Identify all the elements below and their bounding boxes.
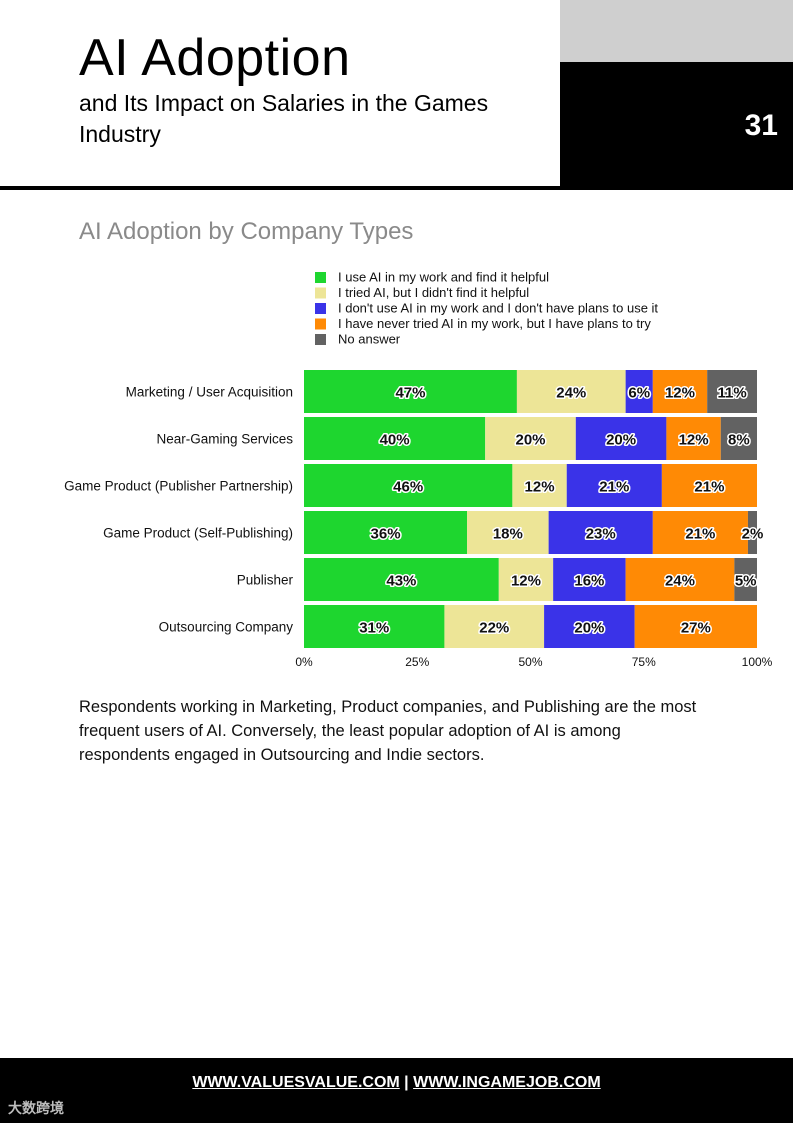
bar-value-label: 40% (380, 432, 410, 449)
watermark: 大数跨境 (8, 1100, 64, 1116)
x-tick-label: 100% (742, 655, 773, 669)
footer: WWW.VALUESVALUE.COM | WWW.INGAMEJOB.COM … (0, 1058, 793, 1123)
bar-segment (512, 464, 567, 507)
bar-segment (516, 370, 626, 413)
footer-link-valuesvalue[interactable]: WWW.VALUESVALUE.COM (192, 1074, 400, 1091)
bar-segment (625, 370, 653, 413)
bar-segment (485, 417, 576, 460)
footer-link-ingamejob[interactable]: WWW.INGAMEJOB.COM (413, 1074, 601, 1091)
legend-label: I use AI in my work and find it helpful (338, 270, 549, 285)
bar-segment (707, 370, 757, 413)
bar-segment (747, 511, 757, 554)
x-axis-ticks: 0% 25% 50% 75% 100% (295, 655, 772, 669)
footer-links: WWW.VALUESVALUE.COM | WWW.INGAMEJOB.COM (0, 1074, 793, 1092)
legend-label: I don't use AI in my work and I don't ha… (338, 301, 658, 316)
bar-value-label: 12% (679, 432, 709, 449)
category-label: Outsourcing Company (159, 620, 294, 635)
chart-section-title: AI Adoption by Company Types (79, 218, 414, 245)
x-tick-label: 50% (518, 655, 542, 669)
bar-value-label: 27% (681, 620, 711, 637)
bar-value-label: 8% (728, 432, 750, 449)
bar-value-label: 12% (511, 573, 541, 590)
bar-segment (544, 605, 635, 648)
bar-value-label: 21% (685, 526, 715, 543)
footer-separator: | (404, 1074, 409, 1091)
bar-segment (666, 417, 721, 460)
bar-value-label: 22% (479, 620, 509, 637)
bar-value-label: 43% (386, 573, 416, 590)
bar-segment (553, 558, 626, 601)
header-black-block (560, 62, 793, 190)
bar-segment (304, 558, 499, 601)
bar-value-label: 12% (665, 385, 695, 402)
legend-swatch (315, 334, 326, 345)
bar-segment (661, 464, 757, 507)
bar-value-label: 11% (717, 385, 746, 402)
legend-swatch (315, 303, 326, 314)
x-tick-label: 25% (405, 655, 429, 669)
category-label: Game Product (Self-Publishing) (103, 526, 293, 541)
category-label: Game Product (Publisher Partnership) (64, 479, 293, 494)
legend-swatch (315, 272, 326, 283)
bar-segment (652, 511, 748, 554)
bar-segment (734, 558, 757, 601)
bar-value-label: 36% (371, 526, 401, 543)
category-labels: Marketing / User Acquisition Near-Gaming … (64, 385, 293, 635)
bar-value-label: 16% (574, 573, 604, 590)
page-title: AI Adoption (79, 29, 351, 87)
bar-value-label: 5% (735, 573, 757, 590)
bar-segment (304, 511, 468, 554)
bar-value-label: 31% (359, 620, 389, 637)
bar-segment (634, 605, 757, 648)
bar-segment (498, 558, 554, 601)
header-divider (0, 186, 560, 190)
page-number: 31 (744, 109, 778, 142)
bar-value-label: 2% (742, 526, 764, 543)
bar-value-label: 21% (599, 479, 629, 496)
legend-label: I tried AI, but I didn't find it helpful (338, 285, 529, 300)
bar-segment (444, 605, 545, 648)
bar-value-label: 24% (665, 573, 695, 590)
legend-swatch (315, 318, 326, 330)
bar-segment (652, 370, 708, 413)
bar-value-label: 20% (574, 620, 604, 637)
bar-value-label: 6% (628, 385, 650, 402)
bar-segment (575, 417, 667, 460)
stacked-bar-chart: I use AI in my work and find it helpfulI… (64, 270, 773, 670)
bar-value-label: 46% (393, 479, 423, 496)
bar-segment (304, 417, 486, 460)
bar-value-label: 23% (586, 526, 616, 543)
x-tick-label: 0% (295, 655, 313, 669)
category-label: Marketing / User Acquisition (126, 385, 293, 400)
chart-legend: I use AI in my work and find it helpfulI… (315, 270, 658, 347)
legend-label: No answer (338, 332, 401, 347)
legend-swatch (315, 287, 326, 299)
bar-segment (566, 464, 662, 507)
bar-segment (467, 511, 549, 554)
chart-description: Respondents working in Marketing, Produc… (79, 698, 697, 764)
bar-segment (720, 417, 757, 460)
category-label: Publisher (237, 573, 294, 588)
bar-value-label: 47% (395, 385, 425, 402)
chart-bars: 47% 24% 6% 12% 11% 40% 20% 20% 12% 8% 46% 12% 21% 21%… (304, 370, 765, 648)
bar-value-label: 24% (556, 385, 586, 402)
bar-value-label: 12% (525, 479, 555, 496)
category-label: Near-Gaming Services (156, 432, 293, 447)
bar-value-label: 20% (606, 432, 636, 449)
bar-value-label: 18% (493, 526, 523, 543)
bar-segment (304, 370, 517, 413)
page-subtitle: and Its Impact on Salaries in the Games … (79, 90, 489, 147)
bar-value-label: 20% (515, 432, 545, 449)
bar-segment (304, 605, 445, 648)
header-grey-bar (560, 0, 793, 62)
bar-segment (548, 511, 653, 554)
bar-segment (304, 464, 513, 507)
bar-value-label: 21% (694, 479, 724, 496)
bar-segment (625, 558, 735, 601)
legend-label: I have never tried AI in my work, but I … (338, 316, 651, 331)
x-tick-label: 75% (632, 655, 656, 669)
